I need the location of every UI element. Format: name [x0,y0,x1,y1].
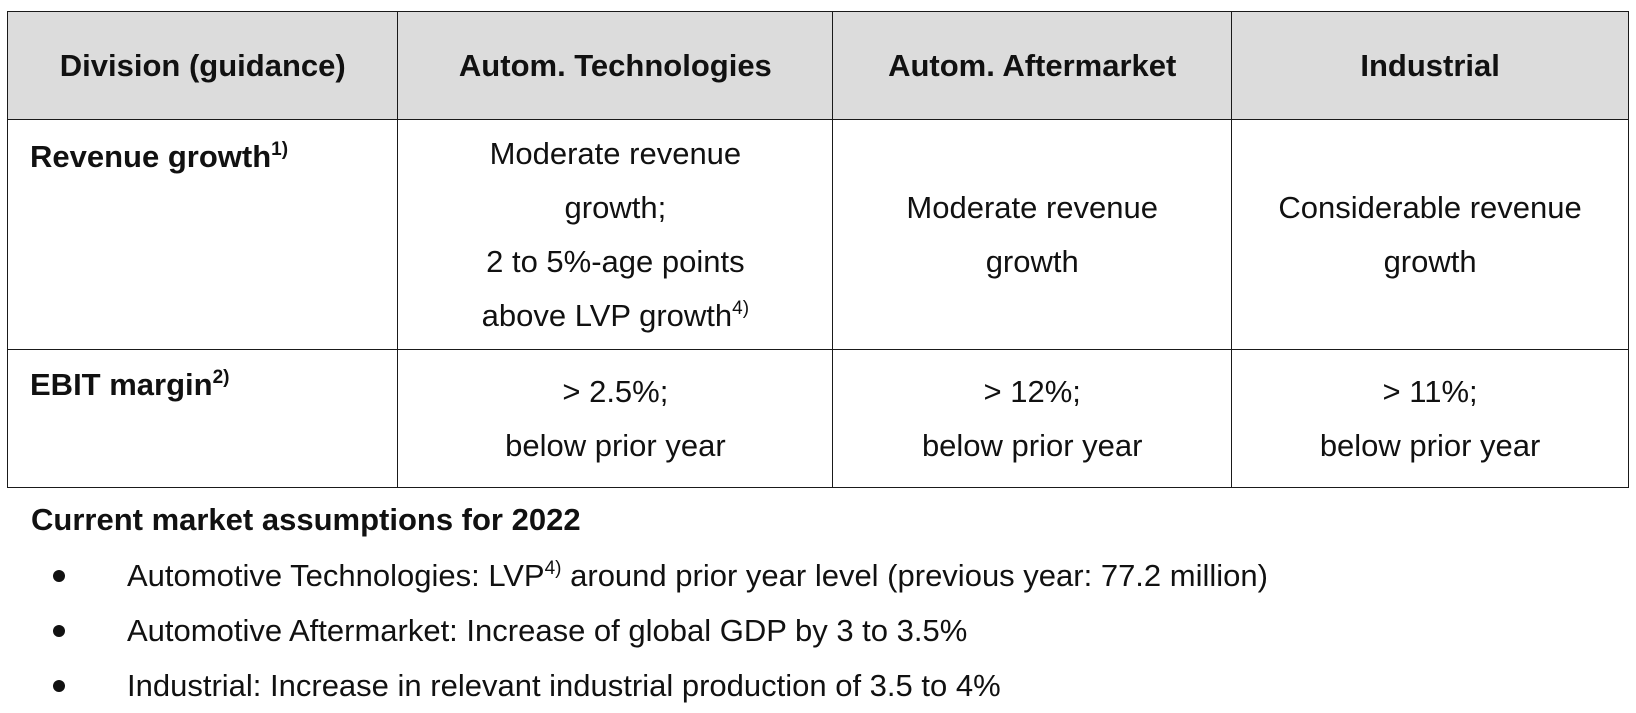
list-item-text: Automotive Technologies: LVP [127,558,545,593]
table-row-revenue-growth: Revenue growth1) Moderate revenue growth… [6,119,1629,350]
list-item-industrial: Industrial: Increase in relevant industr… [31,658,1611,713]
list-item-text: Industrial: Increase in relevant industr… [127,668,1001,703]
cell-revenue-autom-technologies: Moderate revenue growth; 2 to 5%-age poi… [397,119,834,350]
cell-line: > 11%; [1382,373,1478,409]
cell-line: Moderate revenue [489,135,742,171]
cell-line: below prior year [921,427,1143,463]
cell-line: Moderate revenue [906,189,1159,225]
cell-revenue-autom-aftermarket: Moderate revenue growth [832,119,1233,350]
cell-line: above LVP growth4) [398,289,832,343]
assumptions-list: Automotive Technologies: LVP4) around pr… [31,548,1611,713]
bullet-icon [53,680,65,692]
header-industrial: Industrial [1231,11,1629,120]
header-autom-technologies: Autom. Technologies [397,11,834,120]
footnote-ref: 4) [732,297,750,319]
bullet-icon [53,625,65,637]
header-row: Division (guidance) Autom. Technologies … [6,11,1629,120]
footnote-ref: 1) [271,139,289,160]
market-assumptions: Current market assumptions for 2022 Auto… [31,498,1611,713]
header-division: Division (guidance) [6,11,399,120]
row-label-text: Revenue growth [30,139,272,174]
list-item-automotive-technologies: Automotive Technologies: LVP4) around pr… [31,548,1611,603]
cell-line: Considerable revenue [1278,189,1582,225]
footnote-ref: 4) [544,558,562,579]
cell-ebit-autom-technologies: > 2.5%; below prior year [397,349,834,488]
bullet-icon [53,570,65,582]
cell-line: 2 to 5%-age points [486,243,745,279]
row-label-ebit-margin: EBIT margin2) [6,349,399,488]
list-item-text: around prior year level (previous year: … [561,558,1268,593]
cell-line: below prior year [505,427,726,463]
table-row-ebit-margin: EBIT margin2) > 2.5%; below prior year >… [6,349,1629,488]
list-item-automotive-aftermarket: Automotive Aftermarket: Increase of glob… [31,603,1611,658]
footnote-ref: 2) [212,367,230,388]
cell-line-text: above LVP growth [481,297,733,333]
cell-line: > 2.5%; [562,373,669,409]
cell-line: growth; [564,189,667,225]
cell-line: below prior year [1319,427,1541,463]
header-autom-aftermarket: Autom. Aftermarket [832,11,1233,120]
row-label-text: EBIT margin [30,367,213,402]
guidance-table: Division (guidance) Autom. Technologies … [6,11,1629,488]
cell-ebit-autom-aftermarket: > 12%; below prior year [832,349,1233,488]
row-label-revenue-growth: Revenue growth1) [6,119,399,350]
assumptions-title: Current market assumptions for 2022 [31,502,581,537]
cell-line: growth [985,243,1079,279]
cell-ebit-industrial: > 11%; below prior year [1231,349,1629,488]
cell-line: growth [1383,243,1477,279]
list-item-text: Automotive Aftermarket: Increase of glob… [127,613,968,648]
cell-revenue-industrial: Considerable revenue growth [1231,119,1629,350]
cell-line: > 12%; [983,373,1081,409]
